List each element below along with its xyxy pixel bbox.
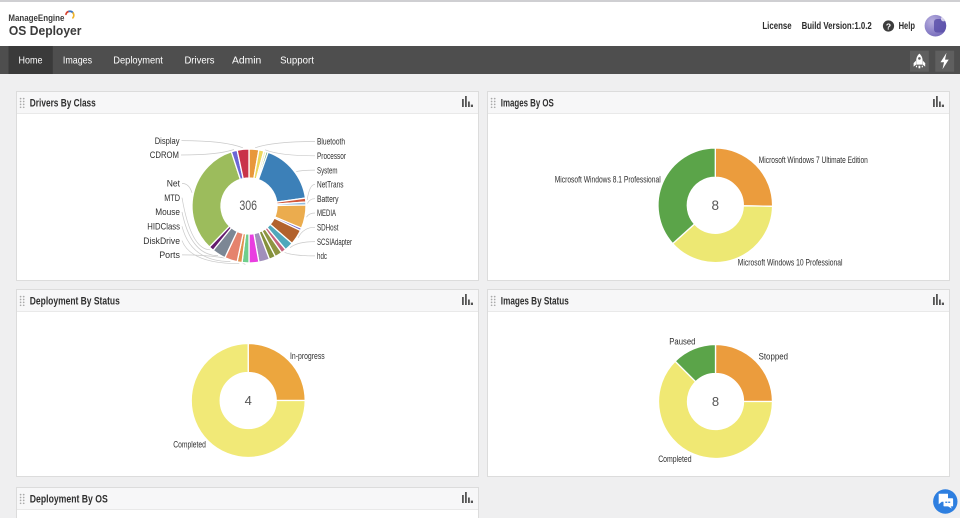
svg-text:Battery: Battery — [317, 194, 339, 204]
svg-text:Deployment By OS: Deployment By OS — [30, 494, 108, 506]
svg-text:4: 4 — [245, 393, 252, 408]
svg-text:Deployment By Status: Deployment By Status — [30, 296, 120, 308]
svg-text:CDROM: CDROM — [150, 150, 179, 160]
svg-text:Mouse: Mouse — [155, 207, 180, 217]
svg-text:MTD: MTD — [164, 193, 180, 203]
svg-text:Net: Net — [167, 179, 181, 189]
svg-text:Processor: Processor — [317, 151, 346, 161]
svg-text:Microsoft Windows 8.1 Professi: Microsoft Windows 8.1 Professional — [555, 175, 661, 185]
svg-text:Completed: Completed — [173, 440, 206, 450]
svg-text:8: 8 — [712, 394, 719, 409]
svg-text:Support: Support — [280, 55, 314, 67]
svg-text:Images By Status: Images By Status — [501, 296, 569, 308]
svg-text:8: 8 — [712, 198, 720, 213]
svg-text:Ports: Ports — [159, 250, 180, 260]
svg-text:Deployment: Deployment — [113, 55, 163, 67]
svg-text:DiskDrive: DiskDrive — [143, 236, 180, 246]
svg-text:Images: Images — [63, 55, 92, 67]
svg-text:Stopped: Stopped — [759, 351, 788, 361]
svg-text:Drivers: Drivers — [184, 55, 214, 67]
svg-text:Microsoft Windows 7 Ultimate E: Microsoft Windows 7 Ultimate Edition — [759, 155, 868, 165]
svg-text:HIDClass: HIDClass — [147, 222, 180, 232]
svg-text:Completed: Completed — [658, 454, 691, 464]
svg-text:SDHost: SDHost — [317, 223, 339, 233]
svg-text:Drivers By Class: Drivers By Class — [30, 98, 96, 110]
svg-text:306: 306 — [239, 198, 257, 213]
svg-text:Bluetooth: Bluetooth — [317, 137, 345, 147]
svg-text:Display: Display — [155, 136, 180, 146]
svg-text:MEDIA: MEDIA — [317, 208, 336, 218]
svg-text:ManageEngine: ManageEngine — [8, 13, 64, 23]
svg-text:OS Deployer: OS Deployer — [9, 23, 82, 38]
svg-text:License: License — [762, 20, 791, 32]
svg-text:NetTrans: NetTrans — [317, 180, 344, 190]
svg-text:Microsoft Windows 10 Professio: Microsoft Windows 10 Professional — [738, 257, 843, 267]
svg-text:System: System — [317, 165, 338, 175]
svg-text:Images By OS: Images By OS — [501, 98, 554, 110]
svg-text:In-progress: In-progress — [290, 351, 325, 361]
svg-text:hdc: hdc — [317, 251, 327, 261]
svg-text:Help: Help — [899, 20, 915, 32]
svg-text:Admin: Admin — [232, 55, 261, 67]
svg-text:?: ? — [886, 21, 891, 31]
svg-text:Paused: Paused — [669, 337, 695, 347]
svg-text:SCSIAdapter: SCSIAdapter — [317, 237, 352, 247]
svg-text:Build Version:1.0.2: Build Version:1.0.2 — [802, 20, 872, 32]
svg-text:Home: Home — [19, 55, 43, 67]
